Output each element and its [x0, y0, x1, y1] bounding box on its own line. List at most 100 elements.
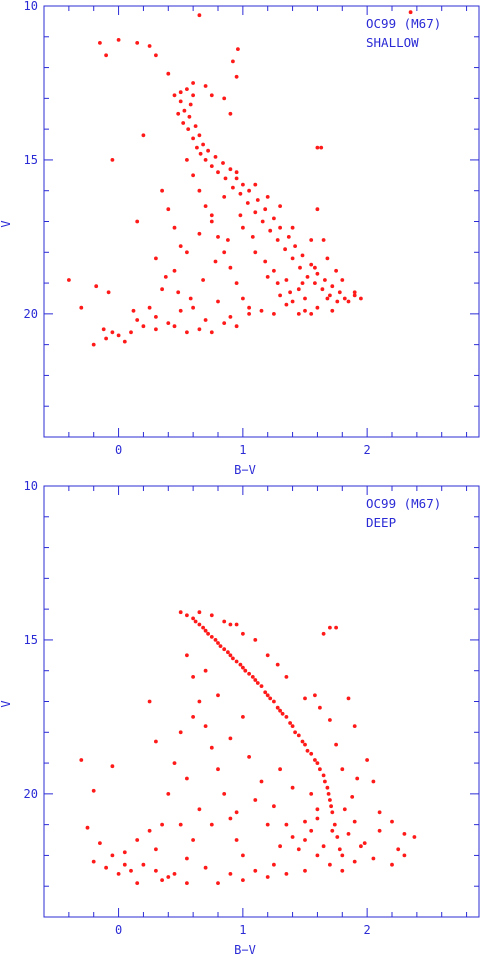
scatter-point: [275, 281, 280, 285]
scatter-point: [228, 167, 233, 172]
scatter-point: [197, 622, 202, 627]
scatter-point: [319, 145, 324, 150]
scatter-point: [315, 816, 320, 821]
scatter-point: [243, 668, 248, 673]
y-tick-label: 10: [24, 479, 38, 493]
scatter-point: [315, 761, 320, 765]
scatter-point: [135, 838, 140, 842]
scatter-point: [122, 862, 127, 867]
scatter-point: [313, 281, 317, 285]
scatter-point: [195, 145, 199, 150]
scatter-point: [178, 730, 183, 735]
scatter-point: [342, 296, 347, 301]
scatter-point: [213, 259, 218, 264]
scatter-point: [337, 290, 342, 295]
scatter-point: [328, 293, 332, 298]
scatter-point: [122, 850, 127, 855]
scatter-point: [188, 102, 193, 107]
scatter-point: [321, 631, 326, 636]
scatter-point: [272, 216, 276, 221]
scatter-point: [275, 705, 280, 710]
scatter-point: [241, 182, 245, 187]
scatter-point: [298, 265, 302, 270]
scatter-point: [315, 271, 320, 276]
scatter-point: [352, 290, 357, 295]
scatter-point: [337, 847, 342, 852]
scatter-point: [263, 207, 268, 212]
scatter-point: [330, 308, 335, 313]
scatter-point: [286, 235, 291, 239]
scatter-point: [98, 841, 102, 845]
scatter-point: [141, 862, 146, 867]
scatter-point: [326, 792, 331, 796]
y-axis-label: V: [0, 700, 13, 707]
scatter-point: [91, 788, 96, 793]
scatter-point: [396, 847, 401, 852]
scatter-point: [253, 250, 258, 255]
scatter-point: [228, 315, 233, 319]
scatter-point: [328, 718, 332, 722]
scatter-point: [303, 742, 307, 747]
scatter-point: [268, 228, 273, 233]
scatter-point: [222, 321, 227, 325]
scatter-point: [182, 108, 187, 113]
scatter-point: [197, 327, 202, 332]
scatter-point: [272, 268, 276, 273]
scatter-point: [335, 299, 340, 304]
scatter-point: [253, 210, 258, 215]
scatter-point: [260, 219, 265, 224]
scatter-point: [263, 690, 268, 695]
scatter-point: [303, 696, 307, 701]
scatter-point: [178, 99, 183, 104]
scatter-point: [163, 275, 168, 279]
scatter-point: [191, 93, 196, 98]
scatter-point: [104, 336, 108, 341]
scatter-point: [352, 293, 357, 298]
scatter-point: [334, 742, 338, 747]
axis-ticks: 0 1 2 10 15 20: [24, 479, 479, 937]
scatter-point: [247, 305, 252, 310]
scatter-point: [197, 13, 202, 18]
scatter-point: [300, 281, 305, 285]
scatter-point: [216, 641, 220, 645]
scatter-point: [290, 785, 295, 790]
scatter-point: [206, 148, 211, 153]
scatter-point: [135, 881, 140, 885]
scatter-point: [412, 835, 417, 839]
scatter-point: [131, 308, 136, 313]
scatter-point: [296, 312, 301, 316]
scatter-point: [186, 127, 191, 131]
scatter-point: [228, 872, 233, 876]
scatter-point: [371, 856, 376, 861]
scatter-point: [116, 38, 121, 42]
y-tick-label: 20: [24, 307, 38, 321]
scatter-point: [147, 305, 152, 310]
scatter-point: [365, 758, 369, 762]
scatter-point: [352, 724, 357, 728]
scatter-point: [321, 773, 326, 778]
scatter-point: [185, 250, 189, 255]
scatter-point: [275, 662, 280, 667]
scatter-point: [203, 724, 208, 728]
scatter-point: [265, 653, 270, 658]
scatter-point: [288, 721, 292, 725]
scatter-point: [228, 736, 233, 741]
scatter-point: [191, 675, 196, 679]
scatter-point: [222, 96, 227, 101]
scatter-point: [201, 278, 206, 282]
scatter-point: [116, 333, 121, 338]
scatter-point: [185, 776, 189, 781]
scatter-point: [359, 844, 363, 849]
scatter-point: [201, 625, 206, 630]
scatter-point: [272, 699, 276, 704]
scatter-point: [355, 776, 360, 781]
scatter-point: [79, 758, 84, 762]
scatter-point: [197, 807, 202, 812]
scatter-point: [265, 875, 270, 879]
scatter-point: [234, 74, 239, 79]
scatter-point: [253, 798, 258, 802]
scatter-point: [402, 853, 407, 858]
scatter-point: [178, 308, 183, 313]
scatter-point: [313, 265, 317, 270]
